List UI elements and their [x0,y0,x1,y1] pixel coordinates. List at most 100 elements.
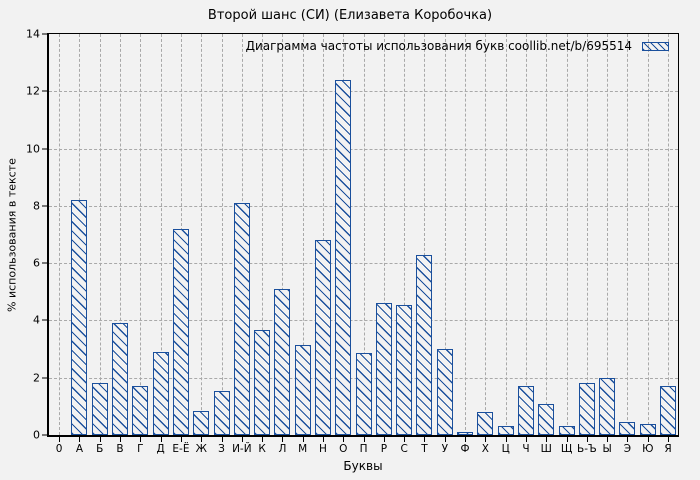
x-gridline [140,34,142,435]
x-tick-label: Х [481,443,489,455]
frequency-bar [375,303,392,435]
y-tick [42,262,49,264]
legend-label: Диаграмма частоты использования букв coo… [245,39,632,53]
x-tick-label: К [258,443,266,455]
x-tick-label: З [218,443,225,455]
x-tick-label: В [116,443,124,455]
x-tick-label: М [298,443,308,455]
y-tick [42,33,49,35]
x-tick [99,435,101,442]
x-tick-label: Я [664,443,672,455]
x-tick-label: Ф [460,443,470,455]
frequency-bar [599,377,616,435]
category-slot: Ш [536,34,556,455]
frequency-bar [558,426,575,435]
category-slot: Э [617,34,637,455]
x-tick-label: Е-Ё [172,443,190,455]
category-slot: И-Й [232,34,252,455]
frequency-bar [457,432,474,435]
x-tick [282,435,284,442]
x-tick-label: Ш [540,443,552,455]
x-tick-label: П [359,443,368,455]
x-gridline [404,34,406,435]
x-tick [343,435,345,442]
x-tick-label: И-Й [232,443,252,455]
y-gridline [49,91,678,93]
x-gridline [586,34,588,435]
x-tick-label: С [400,443,408,455]
x-gridline [444,34,446,435]
x-gridline [302,34,304,435]
category-slot: А [69,34,89,455]
x-tick [383,435,385,442]
x-tick-label: А [75,443,84,455]
frequency-bar [274,288,291,435]
frequency-bar [578,383,595,435]
x-tick-label: У [441,443,448,455]
category-slot: Н [313,34,333,455]
y-axis-title: % использования в тексте [5,158,19,312]
frequency-bar [335,79,352,435]
x-tick-label: Э [623,443,632,455]
x-gridline [262,34,264,435]
frequency-bar [233,203,250,435]
frequency-bar [660,386,677,435]
frequency-bar [619,422,636,435]
x-gridline [647,34,649,435]
x-gridline [627,34,629,435]
frequency-bar [538,403,555,435]
x-tick-label: Щ [560,443,573,455]
x-tick [140,435,142,442]
x-tick [180,435,182,442]
x-gridline [99,34,101,435]
frequency-bar [213,390,230,435]
x-tick [241,435,243,442]
x-tick-label: Т [421,443,428,455]
y-gridline [49,320,678,322]
y-tick [42,434,49,436]
category-slot: Ч [516,34,536,455]
frequency-bar [112,323,129,435]
x-tick [505,435,507,442]
category-slot: Щ [556,34,576,455]
x-gridline [505,34,507,435]
category-slot: К [252,34,272,455]
y-tick [42,205,49,207]
category-slot: Ы [597,34,617,455]
x-tick-label: Р [380,443,388,455]
x-gridline [546,34,548,435]
category-slot: О [333,34,353,455]
x-tick [323,435,324,442]
x-tick [302,435,304,442]
x-tick [424,435,426,442]
x-tick-label: Н [319,443,327,455]
x-gridline [323,34,324,435]
category-slot: Ю [638,34,658,455]
x-tick [59,435,61,442]
category-slot: У [435,34,455,455]
category-slot: Ь-Ъ [577,34,597,455]
x-tick [566,435,568,442]
category-slot: Б [90,34,110,455]
x-tick [546,435,548,442]
x-tick [160,435,162,442]
x-tick [404,435,406,442]
x-tick [262,435,264,442]
y-tick-label: 6 [33,256,40,270]
category-slot: С [394,34,414,455]
x-gridline [282,34,284,435]
x-tick [221,435,223,442]
x-gridline [160,34,162,435]
x-tick [485,435,487,442]
y-tick-label: 0 [33,428,40,442]
x-gridline [485,34,487,435]
category-slot: Ф [455,34,475,455]
x-axis-title: Буквы [343,459,383,473]
x-tick-label: 0 [55,443,63,455]
category-slot: Т [414,34,434,455]
x-tick-label: Ю [642,443,654,455]
frequency-bar [132,386,149,435]
x-gridline [120,34,122,435]
frequency-bar [172,228,189,435]
x-tick-label: Ы [602,443,612,455]
